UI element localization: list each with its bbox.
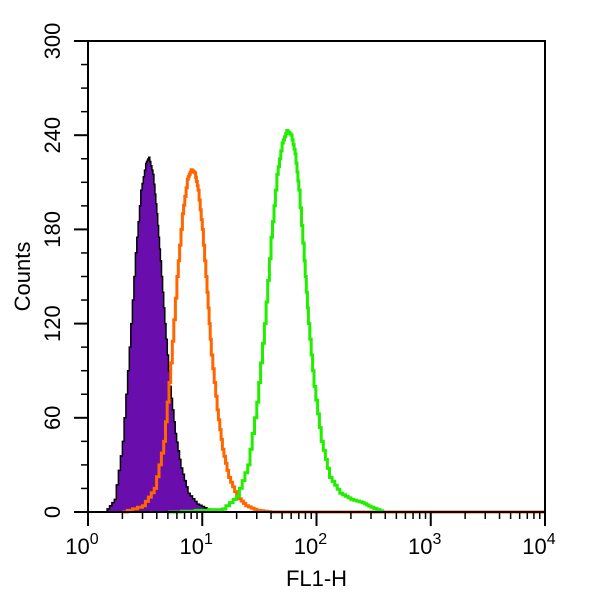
y-tick-label: 0 [40,506,65,518]
series-0-area [104,156,227,513]
x-tick-label: 100 [65,531,98,559]
y-tick-label: 240 [40,117,65,154]
y-tick-label: 300 [40,23,65,60]
series-1-line [122,168,545,514]
x-tick-label: 101 [180,531,213,559]
y-tick-label: 120 [40,305,65,342]
y-tick-label: 180 [40,211,65,248]
x-axis-title: FL1-H [286,566,347,591]
y-axis: 0 60 120 180 240 300 [40,23,88,518]
x-axis: 100 101 102 103 104 [65,512,556,559]
x-tick-label: 104 [522,531,555,559]
y-tick-label: 60 [40,406,65,430]
x-tick-label: 102 [294,531,327,559]
series-2-line [167,129,385,514]
x-tick-label: 103 [408,531,441,559]
y-axis-title: Counts [10,242,35,312]
series-layer [104,129,545,514]
